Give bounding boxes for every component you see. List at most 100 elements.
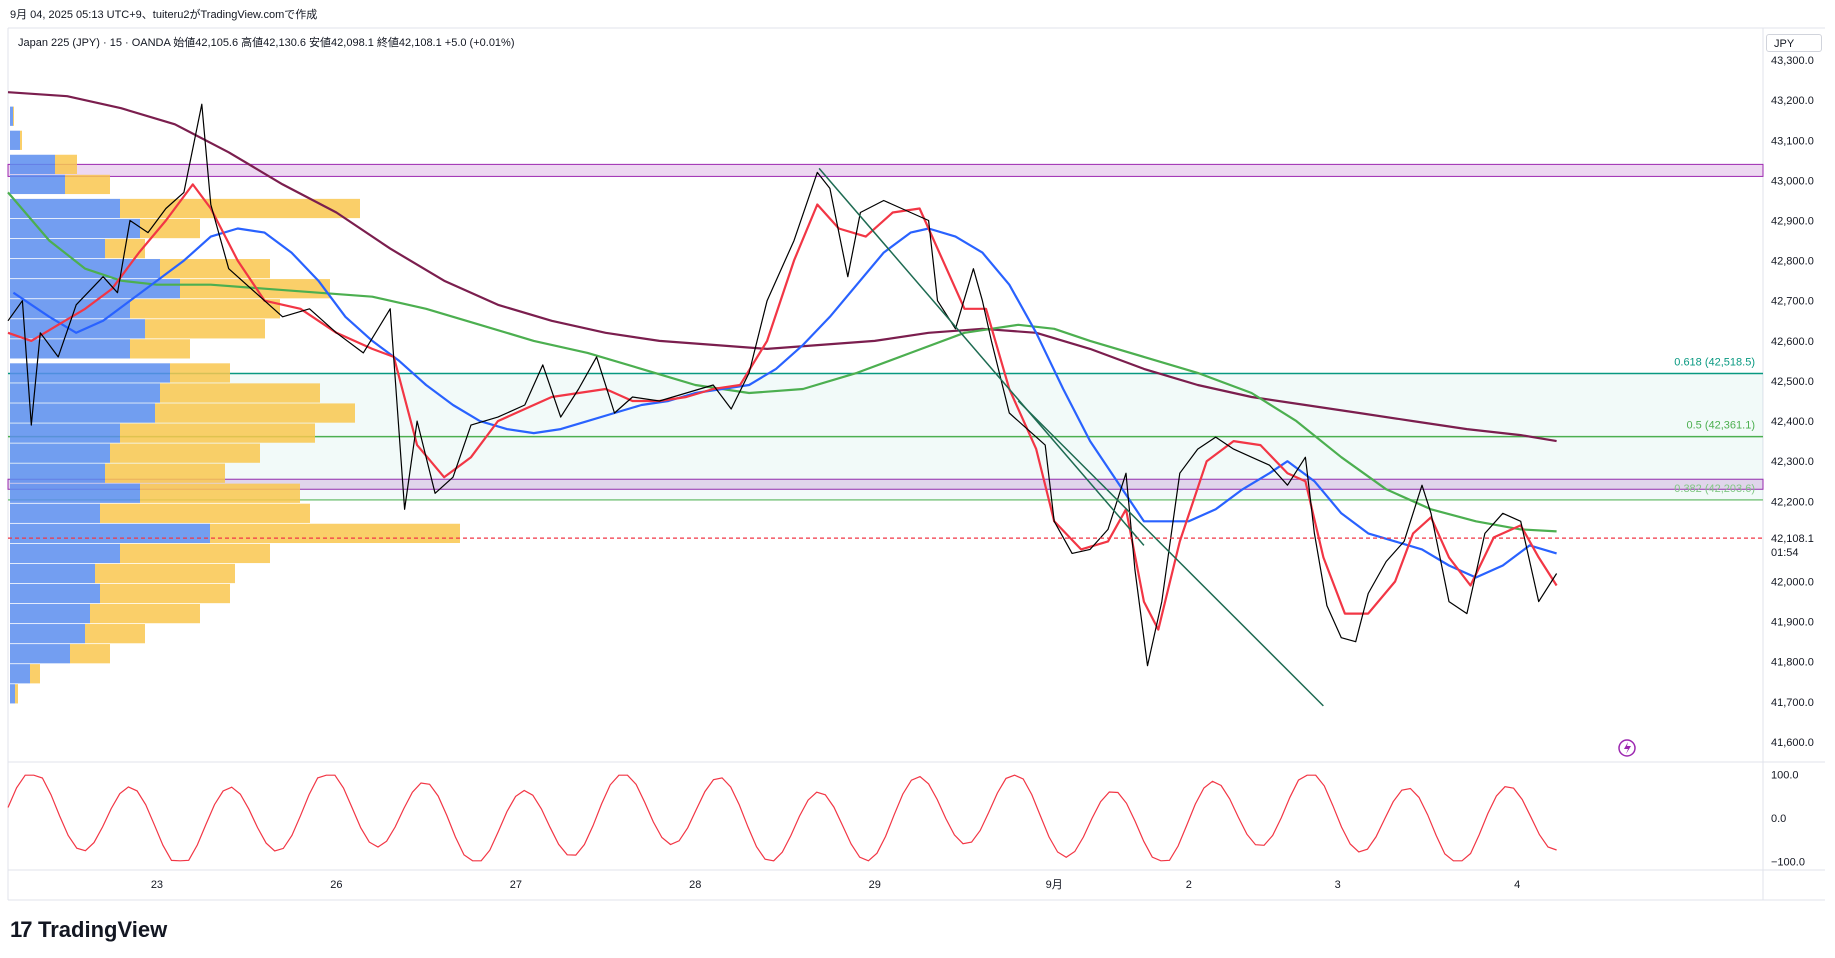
y-tick-label-8: 42,500.0 — [1771, 376, 1814, 388]
vp-bar-up-15 — [10, 423, 120, 443]
vp-bar-up-19 — [10, 503, 100, 523]
vp-bar-up-17 — [10, 463, 105, 483]
y-tick-label-14: 41,800.0 — [1771, 657, 1814, 669]
trend-line-0 — [818, 167, 1145, 546]
resistance-zone-0 — [7, 163, 1764, 177]
vp-bar-down-15 — [120, 423, 315, 443]
trend-lines — [818, 167, 1324, 707]
x-tick-label-8: 4 — [1514, 879, 1520, 891]
alert-icon[interactable] — [1618, 739, 1636, 757]
y-tick-label-15: 41,700.0 — [1771, 697, 1814, 709]
vp-bar-up-2 — [10, 154, 55, 174]
y-tick-label-0: 43,300.0 — [1771, 55, 1814, 67]
vp-bar-up-20 — [10, 523, 210, 544]
y-tick-label-4: 42,900.0 — [1771, 216, 1814, 228]
series-line-2 — [12, 227, 1557, 579]
vp-bar-down-22 — [95, 563, 235, 584]
chart-header: 9月 04, 2025 05:13 UTC+9、tuiteru2がTrading… — [10, 9, 318, 21]
vp-bar-up-8 — [10, 279, 180, 299]
vp-bar-up-1 — [10, 130, 20, 150]
volume-profile — [10, 106, 460, 704]
fib-label-0: 0.618 (42,518.5) — [1674, 357, 1755, 369]
y-tick-label-12: 42,000.0 — [1771, 577, 1814, 589]
fib-label-2: 0.382 (42,203.6) — [1674, 483, 1755, 495]
osc-tick-label-2: −100.0 — [1771, 857, 1805, 869]
x-tick-label-6: 2 — [1186, 879, 1192, 891]
y-tick-label-2: 43,100.0 — [1771, 135, 1814, 147]
resistance-zones — [7, 163, 1764, 490]
vp-bar-down-24 — [90, 603, 200, 624]
fib-label-1: 0.5 (42,361.1) — [1687, 420, 1756, 432]
price-axis[interactable]: 43,300.0 43,200.0 43,100.0 43,000.0 42,900.0… — [1771, 55, 1814, 749]
currency-button[interactable]: JPY — [1766, 34, 1822, 52]
x-tick-label-4: 29 — [869, 879, 881, 891]
vp-bar-up-28 — [10, 684, 15, 704]
vp-bar-down-18 — [140, 483, 300, 503]
trend-line-1 — [1017, 400, 1324, 707]
vp-bar-up-22 — [10, 563, 95, 584]
vp-bar-down-20 — [210, 523, 460, 544]
vp-bar-down-12 — [170, 363, 230, 383]
x-tick-label-2: 27 — [510, 879, 522, 891]
vp-bar-up-25 — [10, 624, 85, 644]
vp-bar-down-25 — [85, 624, 145, 644]
vp-bar-down-26 — [70, 644, 110, 664]
x-tick-label-5: 9月 — [1046, 879, 1063, 891]
vp-bar-down-21 — [120, 543, 270, 564]
vp-bar-down-23 — [100, 583, 230, 604]
vp-bar-up-16 — [10, 443, 110, 463]
vp-bar-down-2 — [55, 154, 77, 174]
y-tick-label-5: 42,800.0 — [1771, 256, 1814, 268]
y-tick-label-1: 43,200.0 — [1771, 95, 1814, 107]
vp-bar-down-28 — [15, 684, 18, 704]
vp-bar-down-17 — [105, 463, 225, 483]
x-tick-label-1: 26 — [330, 879, 342, 891]
y-tick-label-6: 42,700.0 — [1771, 296, 1814, 308]
y-tick-label-9: 42,400.0 — [1771, 416, 1814, 428]
series-line-4 — [7, 91, 1557, 443]
vp-bar-up-5 — [10, 218, 140, 239]
vp-bar-down-5 — [140, 218, 200, 239]
vp-bar-down-1 — [20, 130, 22, 150]
series-line-0 — [7, 103, 1558, 667]
y-tick-label-7: 42,600.0 — [1771, 336, 1814, 348]
vp-bar-down-13 — [160, 383, 320, 403]
series-line-1 — [7, 183, 1558, 631]
oscillator-panel: 100.0 0.0 −100.0 — [7, 769, 1805, 869]
vp-bar-up-10 — [10, 319, 145, 339]
vp-bar-up-4 — [10, 198, 120, 219]
vp-bar-up-27 — [10, 664, 30, 684]
price-series — [7, 91, 1558, 667]
y-tick-label-16: 41,600.0 — [1771, 737, 1814, 749]
osc-tick-label-1: 0.0 — [1771, 813, 1786, 825]
oscillator-line — [7, 774, 1557, 862]
vp-bar-down-19 — [100, 503, 310, 523]
vp-bar-down-7 — [160, 259, 270, 279]
time-axis[interactable]: 23 26 27 28 29 9月 2 3 4 — [151, 879, 1520, 891]
vp-bar-up-13 — [10, 383, 160, 403]
x-tick-label-3: 28 — [689, 879, 701, 891]
vp-bar-up-0 — [10, 106, 13, 126]
countdown-label: 01:54 — [1771, 547, 1799, 559]
series-line-3 — [7, 191, 1557, 533]
tradingview-logo: 17 TradingView — [10, 917, 168, 942]
y-tick-label-10: 42,300.0 — [1771, 456, 1814, 468]
x-tick-label-0: 23 — [151, 879, 163, 891]
vp-bar-up-18 — [10, 483, 140, 503]
vp-bar-down-0 — [13, 106, 14, 126]
symbol-info[interactable]: Japan 225 (JPY) · 15 · OANDA 始値42,105.6 … — [18, 37, 515, 49]
vp-bar-up-24 — [10, 603, 90, 624]
vp-bar-up-21 — [10, 543, 120, 564]
vp-bar-down-14 — [155, 403, 355, 423]
last-price-label: 42,108.1 — [1771, 533, 1814, 545]
vp-bar-up-12 — [10, 363, 170, 383]
last-price-marker: 42,108.1 01:54 — [8, 533, 1814, 559]
vp-bar-up-6 — [10, 238, 105, 259]
vp-bar-down-3 — [65, 174, 110, 195]
vp-bar-up-26 — [10, 644, 70, 664]
osc-tick-label-0: 100.0 — [1771, 769, 1799, 781]
y-tick-label-11: 42,200.0 — [1771, 496, 1814, 508]
y-tick-label-3: 43,000.0 — [1771, 175, 1814, 187]
x-tick-label-7: 3 — [1335, 879, 1341, 891]
